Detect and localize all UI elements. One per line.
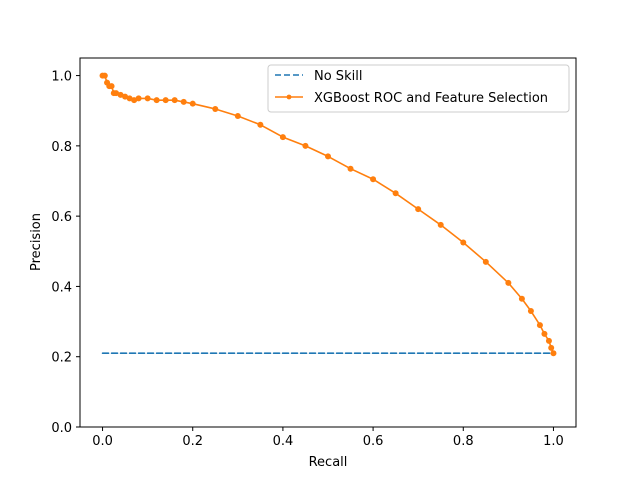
- data-point: [212, 105, 219, 112]
- y-tick-label: 0.4: [51, 280, 72, 295]
- data-point: [108, 83, 115, 90]
- series-layer: [99, 72, 557, 357]
- data-point: [527, 308, 534, 315]
- data-point: [325, 153, 331, 160]
- data-point: [180, 98, 187, 105]
- data-point: [101, 72, 108, 79]
- data-point: [518, 295, 525, 302]
- data-point: [460, 239, 467, 246]
- data-point: [144, 95, 151, 102]
- x-axis: 0.0 0.2 0.4 0.6 0.8 1.0: [92, 427, 564, 449]
- plot-area: [79, 57, 577, 428]
- data-point: [550, 350, 557, 357]
- x-tick-label: 0.2: [182, 434, 203, 449]
- x-tick-label: 0.4: [273, 434, 294, 449]
- data-point: [131, 97, 138, 104]
- y-tick-label: 1.0: [51, 70, 72, 85]
- data-point: [548, 344, 555, 351]
- legend-marker-xgboost: [286, 94, 292, 100]
- y-tick-label: 0.6: [51, 210, 72, 225]
- data-point: [234, 112, 241, 119]
- data-point: [162, 97, 169, 104]
- data-point: [257, 121, 264, 128]
- data-point: [347, 165, 354, 172]
- legend: No Skill XGBoost ROC and Feature Selecti…: [267, 64, 570, 113]
- data-point: [279, 134, 286, 141]
- y-axis-label: Precision: [29, 213, 44, 271]
- data-point: [505, 279, 512, 286]
- y-tick-label: 0.0: [51, 421, 72, 436]
- data-point: [117, 91, 124, 98]
- legend-box: [267, 64, 570, 113]
- data-point: [171, 97, 178, 104]
- axes-frame: [79, 57, 577, 428]
- data-point: [437, 221, 444, 228]
- data-point: [113, 90, 120, 97]
- data-point: [126, 95, 133, 102]
- x-axis-label: Recall: [309, 455, 348, 470]
- data-point: [545, 337, 552, 344]
- data-point: [482, 258, 489, 265]
- x-tick-label: 0.6: [363, 434, 384, 449]
- legend-label-xgboost: XGBoost ROC and Feature Selection: [314, 91, 548, 106]
- data-point: [135, 95, 142, 102]
- data-point: [541, 330, 548, 337]
- data-point: [302, 142, 309, 149]
- x-tick-label: 0.8: [453, 434, 474, 449]
- data-point: [122, 93, 129, 100]
- data-point: [415, 206, 422, 213]
- data-point: [153, 97, 160, 104]
- y-tick-label: 0.2: [51, 351, 72, 366]
- data-point: [370, 176, 377, 183]
- data-point: [536, 322, 543, 329]
- y-axis: 0.0 0.2 0.4 0.6 0.8 1.0: [51, 70, 80, 436]
- y-tick-label: 0.8: [51, 140, 72, 155]
- x-tick-label: 0.0: [92, 434, 113, 449]
- x-tick-label: 1.0: [543, 434, 564, 449]
- data-point: [392, 190, 399, 197]
- legend-label-no-skill: No Skill: [314, 69, 362, 84]
- data-point: [189, 100, 196, 107]
